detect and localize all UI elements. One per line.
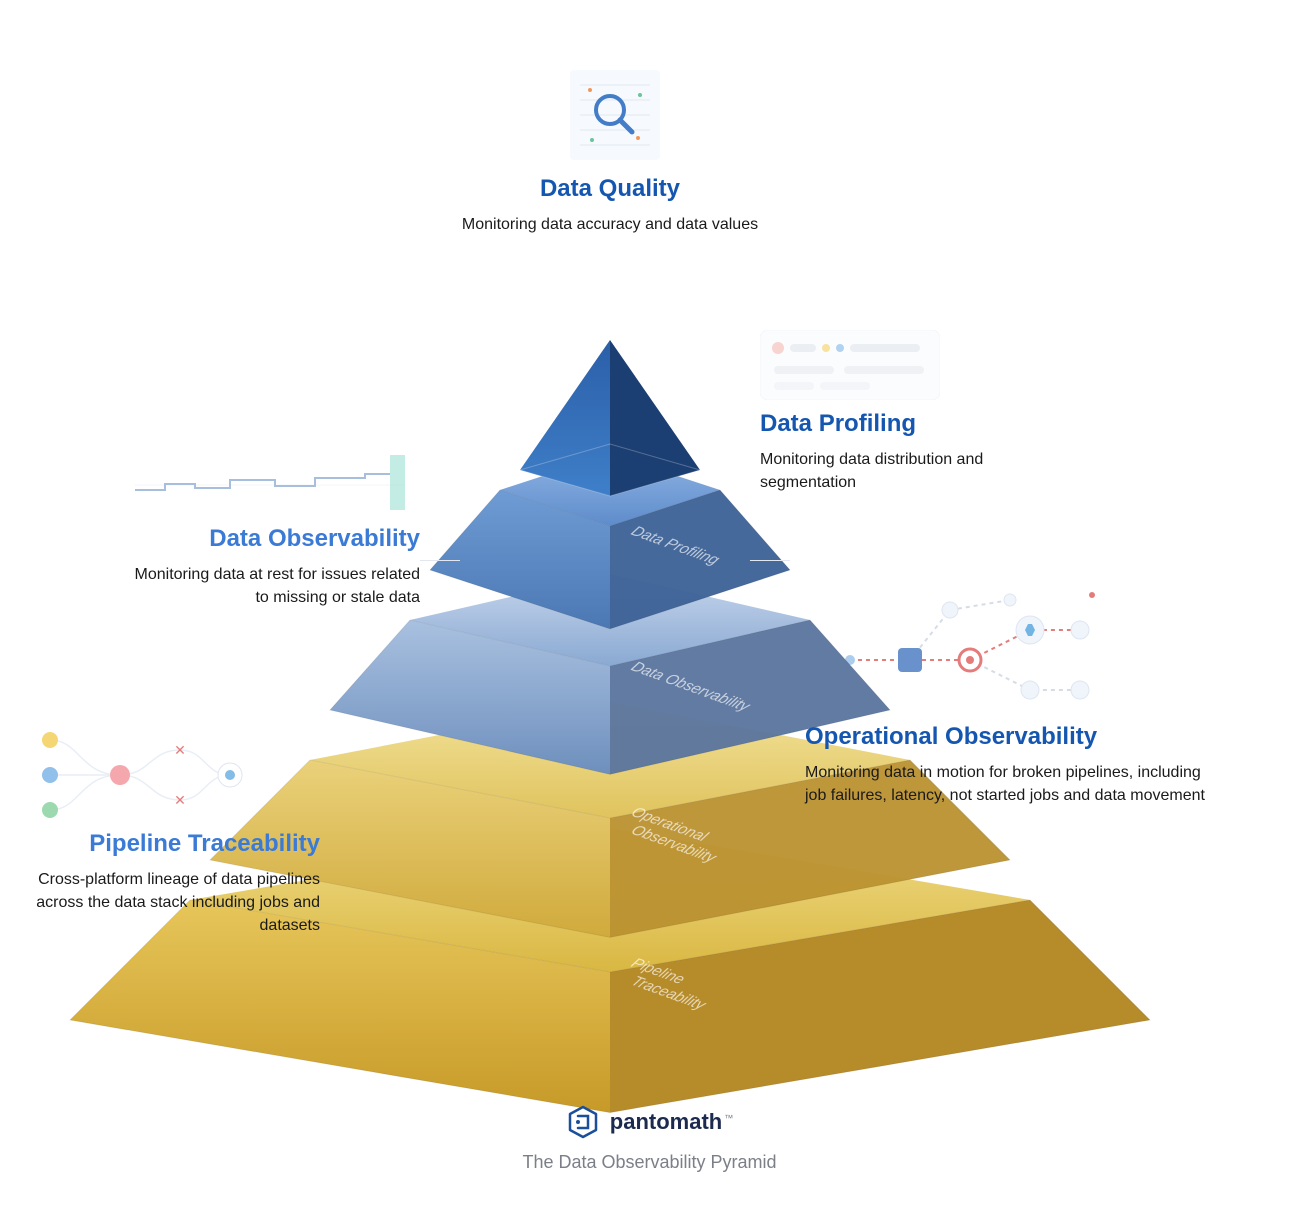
connector-line bbox=[750, 560, 790, 561]
brand-mark-icon bbox=[566, 1105, 600, 1139]
callout-desc: Monitoring data in motion for broken pip… bbox=[805, 761, 1205, 807]
diagram-caption: The Data Observability Pyramid bbox=[0, 1152, 1299, 1173]
connector-line bbox=[420, 560, 460, 561]
callout-pipeline-traceability: Pipeline Traceability Cross-platform lin… bbox=[25, 830, 320, 938]
callout-title: Data Quality bbox=[400, 175, 820, 203]
callout-data-profiling: Data Profiling Monitoring data distribut… bbox=[760, 410, 1080, 494]
footer: pantomath™ The Data Observability Pyrami… bbox=[0, 1105, 1299, 1173]
callout-operational-observability: Operational Observability Monitoring dat… bbox=[805, 723, 1205, 807]
brand-logo: pantomath™ bbox=[566, 1105, 733, 1139]
callout-title: Pipeline Traceability bbox=[25, 830, 320, 858]
callout-desc: Monitoring data accuracy and data values bbox=[400, 213, 820, 236]
callout-data-observability: Data Observability Monitoring data at re… bbox=[120, 525, 420, 609]
callout-data-quality: Data Quality Monitoring data accuracy an… bbox=[400, 175, 820, 236]
brand-name: pantomath™ bbox=[610, 1109, 733, 1135]
diagram-stage: ✕ ✕ PipelineTraceabilityOperationalObser… bbox=[0, 0, 1299, 1213]
callout-desc: Monitoring data distribution and segment… bbox=[760, 448, 1080, 494]
callout-title: Operational Observability bbox=[805, 723, 1205, 751]
callout-desc: Monitoring data at rest for issues relat… bbox=[120, 563, 420, 609]
callout-title: Data Profiling bbox=[760, 410, 1080, 438]
callout-title: Data Observability bbox=[120, 525, 420, 553]
callout-desc: Cross-platform lineage of data pipelines… bbox=[25, 868, 320, 938]
